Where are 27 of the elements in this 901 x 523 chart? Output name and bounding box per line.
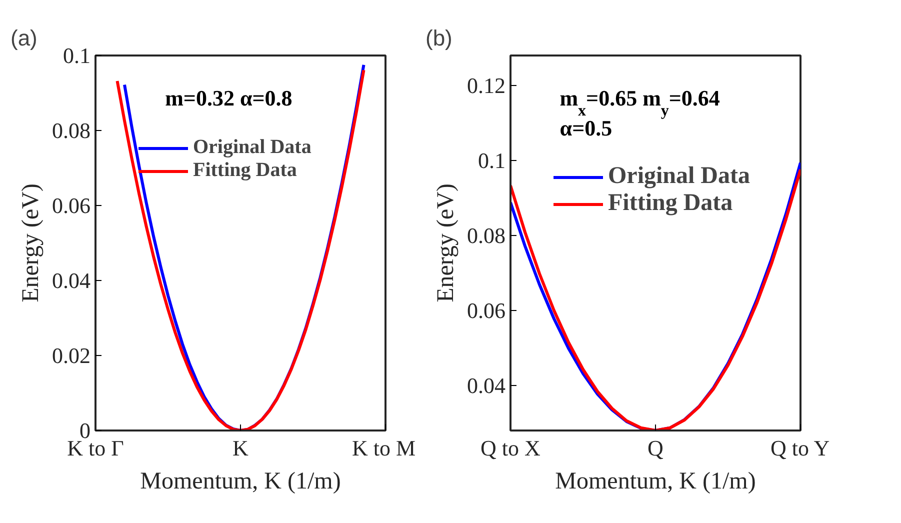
x-tick-label: Q (648, 436, 664, 460)
y-axis-title: Energy (eV) (433, 184, 459, 302)
y-tick-label: 0.08 (467, 223, 506, 248)
y-tick-label: 0.1 (478, 148, 506, 173)
legend-label: Original Data (608, 163, 750, 190)
y-tick-label: 0.02 (52, 343, 90, 368)
annotation: m=0.32 α=0.8 (165, 86, 292, 110)
x-tick-label: K (232, 436, 249, 460)
y-tick-label: 0.06 (467, 298, 506, 323)
y-axis-title: Energy (eV) (18, 184, 44, 302)
chart-title: (a) (10, 26, 38, 50)
legend-label: Fitting Data (608, 190, 733, 217)
x-tick-label: Q to X (480, 436, 541, 460)
y-tick-label: 0.06 (52, 193, 90, 218)
chart-title: (b) (426, 26, 452, 50)
legend-label: Fitting Data (193, 159, 297, 182)
y-tick-label: 0.04 (467, 373, 506, 398)
x-tick-label: Q to Y (770, 436, 830, 460)
y-tick-label: 0.08 (52, 118, 90, 143)
legend-label: Original Data (193, 136, 312, 159)
annotation: α=0.5 (560, 116, 612, 140)
x-axis-title: Momentum, K (1/m) (140, 468, 341, 494)
y-tick-label: 0.1 (63, 43, 90, 68)
y-tick-label: 0.04 (52, 268, 90, 293)
x-axis-title: Momentum, K (1/m) (555, 468, 756, 494)
x-tick-label: K to M (352, 436, 416, 460)
y-tick-label: 0.12 (467, 73, 506, 98)
